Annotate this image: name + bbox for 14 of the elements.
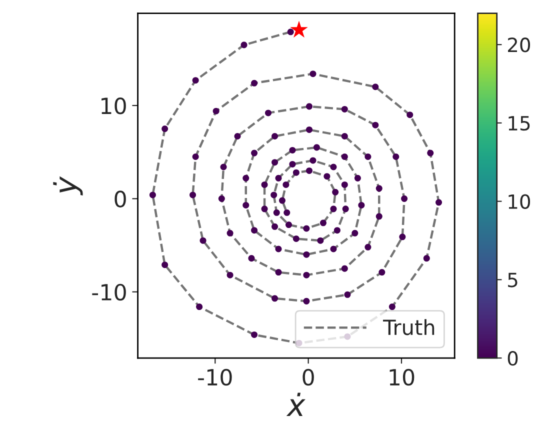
y-tick-label: 10 [102,97,126,114]
y-axis-title: ẏ [53,176,83,196]
y-tick-label: -10 [92,284,126,301]
color-bar-label: 5 [508,272,518,288]
x-axis-title: ẋ [286,392,306,416]
x-tick-label: 10 [390,368,414,386]
color-bar-label: 10 [508,194,530,209]
x-tick-label: -10 [198,368,232,386]
legend-label: Truth [383,319,434,336]
x-tick-label: 0 [302,368,314,386]
color-bar-label: 0 [508,350,518,366]
y-tick-label: 0 [114,190,126,208]
color-bar-label: 15 [508,116,530,131]
color-bar-label: 20 [508,38,530,52]
